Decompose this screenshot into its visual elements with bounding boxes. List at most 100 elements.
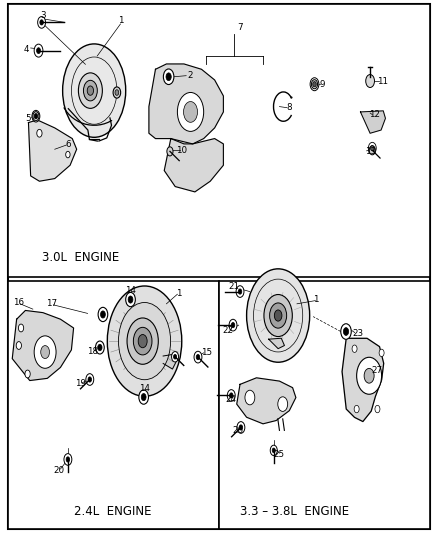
- Ellipse shape: [196, 354, 200, 360]
- Polygon shape: [28, 120, 77, 181]
- Ellipse shape: [118, 303, 171, 379]
- Ellipse shape: [167, 147, 173, 156]
- Ellipse shape: [227, 390, 235, 401]
- Polygon shape: [237, 378, 296, 424]
- Ellipse shape: [231, 322, 235, 328]
- Ellipse shape: [238, 289, 242, 294]
- Ellipse shape: [98, 308, 108, 321]
- Ellipse shape: [40, 20, 43, 25]
- Polygon shape: [163, 354, 176, 369]
- Ellipse shape: [139, 390, 148, 404]
- Ellipse shape: [84, 80, 97, 101]
- Ellipse shape: [34, 44, 43, 57]
- Polygon shape: [268, 338, 284, 349]
- Ellipse shape: [127, 318, 158, 364]
- Ellipse shape: [357, 357, 381, 394]
- Text: 16: 16: [13, 298, 24, 307]
- Ellipse shape: [66, 457, 70, 462]
- Ellipse shape: [369, 146, 375, 155]
- Ellipse shape: [229, 319, 237, 331]
- Ellipse shape: [107, 286, 182, 396]
- Polygon shape: [164, 139, 223, 192]
- Text: 1: 1: [176, 289, 181, 297]
- Ellipse shape: [230, 393, 233, 398]
- Ellipse shape: [32, 110, 40, 122]
- Ellipse shape: [86, 374, 94, 385]
- Text: 13: 13: [364, 148, 376, 156]
- Ellipse shape: [264, 295, 292, 336]
- Text: 14: 14: [125, 286, 136, 295]
- Ellipse shape: [138, 335, 147, 348]
- Text: 6: 6: [65, 141, 71, 149]
- Ellipse shape: [245, 390, 255, 405]
- Ellipse shape: [172, 352, 179, 362]
- Text: 2.4L  ENGINE: 2.4L ENGINE: [74, 505, 152, 518]
- Ellipse shape: [63, 44, 126, 138]
- Ellipse shape: [239, 425, 243, 430]
- Ellipse shape: [343, 328, 349, 335]
- Ellipse shape: [310, 78, 319, 91]
- Text: 23: 23: [353, 329, 364, 337]
- Text: 17: 17: [46, 300, 57, 308]
- Ellipse shape: [100, 311, 105, 318]
- Ellipse shape: [87, 86, 94, 95]
- Ellipse shape: [18, 324, 24, 332]
- Ellipse shape: [115, 90, 119, 95]
- Text: 3.3 – 3.8L  ENGINE: 3.3 – 3.8L ENGINE: [240, 505, 349, 518]
- Ellipse shape: [368, 142, 376, 154]
- Ellipse shape: [78, 73, 102, 108]
- Ellipse shape: [375, 406, 380, 413]
- Text: 3.0L  ENGINE: 3.0L ENGINE: [42, 251, 119, 264]
- Ellipse shape: [36, 48, 40, 53]
- Text: 1: 1: [313, 295, 318, 304]
- Text: 15: 15: [201, 349, 212, 357]
- Polygon shape: [149, 64, 223, 144]
- Text: 21: 21: [229, 282, 240, 291]
- Ellipse shape: [352, 345, 357, 352]
- Ellipse shape: [313, 82, 316, 87]
- Ellipse shape: [133, 327, 152, 355]
- Text: 10: 10: [176, 146, 187, 155]
- Text: 2: 2: [188, 71, 193, 80]
- Ellipse shape: [272, 448, 276, 453]
- Ellipse shape: [66, 151, 70, 158]
- Text: 9: 9: [320, 80, 325, 88]
- Text: 11: 11: [377, 77, 389, 85]
- Polygon shape: [342, 338, 384, 422]
- Text: 8: 8: [286, 103, 292, 112]
- Ellipse shape: [379, 349, 384, 357]
- Ellipse shape: [113, 87, 120, 98]
- Text: 18: 18: [87, 348, 99, 356]
- Text: 12: 12: [368, 110, 380, 118]
- Ellipse shape: [37, 130, 42, 137]
- Ellipse shape: [270, 303, 286, 328]
- Ellipse shape: [364, 368, 374, 383]
- Text: 22: 22: [222, 326, 233, 335]
- Text: 26: 26: [232, 426, 243, 435]
- Ellipse shape: [34, 114, 38, 119]
- Ellipse shape: [95, 341, 104, 354]
- Ellipse shape: [274, 310, 282, 321]
- Text: 27: 27: [371, 366, 382, 375]
- Text: 7: 7: [237, 23, 243, 32]
- Ellipse shape: [163, 69, 174, 85]
- Ellipse shape: [34, 336, 56, 368]
- Bar: [8, 4, 430, 277]
- Ellipse shape: [354, 406, 359, 413]
- Ellipse shape: [33, 111, 39, 121]
- Text: 19: 19: [75, 379, 87, 388]
- Ellipse shape: [38, 17, 46, 28]
- Ellipse shape: [311, 79, 318, 89]
- Text: 20: 20: [53, 466, 65, 474]
- Ellipse shape: [237, 422, 245, 433]
- Ellipse shape: [247, 269, 310, 362]
- Ellipse shape: [16, 342, 21, 350]
- Text: 3: 3: [40, 12, 46, 20]
- Polygon shape: [360, 111, 385, 133]
- Text: 24: 24: [226, 395, 237, 404]
- Ellipse shape: [173, 354, 177, 359]
- Ellipse shape: [236, 286, 244, 297]
- Ellipse shape: [270, 445, 277, 456]
- Text: 1: 1: [118, 16, 123, 25]
- Bar: [219, 281, 430, 529]
